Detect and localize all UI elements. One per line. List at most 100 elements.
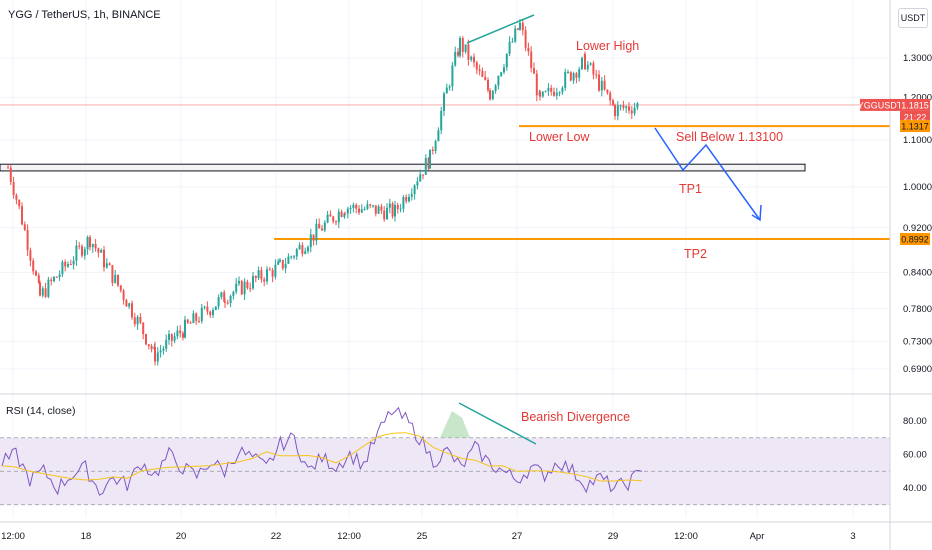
candle-body[interactable] bbox=[598, 74, 600, 91]
candle-body[interactable] bbox=[394, 205, 396, 217]
candle-body[interactable] bbox=[159, 350, 162, 353]
candle-body[interactable] bbox=[422, 174, 424, 176]
candle-body[interactable] bbox=[352, 204, 355, 209]
rsi-pane[interactable] bbox=[0, 402, 890, 506]
candle-body[interactable] bbox=[165, 339, 168, 349]
candle-body[interactable] bbox=[484, 76, 487, 80]
candle-body[interactable] bbox=[315, 223, 318, 241]
candle-body[interactable] bbox=[550, 87, 553, 92]
candle-body[interactable] bbox=[429, 149, 431, 169]
candle-body[interactable] bbox=[145, 334, 147, 345]
candle-body[interactable] bbox=[254, 276, 257, 279]
candle-body[interactable] bbox=[307, 247, 309, 252]
candle-body[interactable] bbox=[355, 204, 358, 209]
candle-body[interactable] bbox=[128, 303, 131, 307]
candle-body[interactable] bbox=[312, 234, 315, 241]
candle-body[interactable] bbox=[564, 71, 567, 88]
candle-body[interactable] bbox=[26, 229, 29, 251]
candle-body[interactable] bbox=[192, 313, 195, 324]
candle-body[interactable] bbox=[416, 181, 419, 186]
candle-body[interactable] bbox=[372, 205, 374, 207]
candle-body[interactable] bbox=[497, 75, 500, 86]
candle-body[interactable] bbox=[612, 100, 614, 106]
candle-body[interactable] bbox=[539, 91, 541, 97]
candlestick-series[interactable] bbox=[7, 18, 639, 366]
candle-body[interactable] bbox=[369, 204, 372, 206]
candle-body[interactable] bbox=[366, 204, 369, 209]
candle-body[interactable] bbox=[547, 87, 550, 92]
candle-body[interactable] bbox=[277, 261, 280, 265]
candle-body[interactable] bbox=[616, 105, 619, 116]
candle-body[interactable] bbox=[162, 348, 165, 351]
candle-body[interactable] bbox=[61, 261, 64, 275]
candle-body[interactable] bbox=[238, 281, 240, 284]
candle-body[interactable] bbox=[487, 79, 489, 91]
candle-body[interactable] bbox=[281, 259, 284, 269]
candle-body[interactable] bbox=[408, 196, 410, 202]
candle-body[interactable] bbox=[12, 181, 15, 196]
candle-body[interactable] bbox=[44, 288, 47, 297]
candle-body[interactable] bbox=[443, 93, 445, 111]
candle-body[interactable] bbox=[614, 105, 616, 116]
candle-body[interactable] bbox=[434, 141, 437, 151]
candle-body[interactable] bbox=[89, 237, 91, 248]
candle-body[interactable] bbox=[243, 281, 246, 295]
candle-body[interactable] bbox=[97, 248, 100, 253]
candle-body[interactable] bbox=[329, 214, 332, 217]
currency-button[interactable]: USDT bbox=[898, 8, 928, 28]
candle-body[interactable] bbox=[337, 211, 340, 223]
candle-body[interactable] bbox=[119, 285, 122, 291]
candle-body[interactable] bbox=[558, 92, 561, 94]
candle-body[interactable] bbox=[217, 297, 220, 307]
candle-body[interactable] bbox=[229, 295, 232, 303]
candle-body[interactable] bbox=[323, 222, 326, 231]
candle-body[interactable] bbox=[91, 244, 94, 248]
candle-body[interactable] bbox=[467, 44, 470, 60]
candle-body[interactable] bbox=[23, 224, 26, 230]
candle-body[interactable] bbox=[606, 89, 609, 93]
candle-body[interactable] bbox=[473, 56, 475, 63]
candle-body[interactable] bbox=[589, 63, 592, 65]
candle-body[interactable] bbox=[131, 303, 133, 318]
candle-body[interactable] bbox=[69, 264, 72, 266]
candle-body[interactable] bbox=[457, 51, 459, 56]
candle-body[interactable] bbox=[584, 53, 586, 70]
candle-body[interactable] bbox=[553, 91, 555, 96]
candle-body[interactable] bbox=[335, 221, 337, 223]
candle-body[interactable] bbox=[524, 30, 527, 48]
candle-body[interactable] bbox=[544, 91, 547, 93]
candle-body[interactable] bbox=[182, 333, 184, 338]
candle-body[interactable] bbox=[340, 211, 343, 217]
candle-body[interactable] bbox=[154, 346, 156, 362]
candle-body[interactable] bbox=[622, 105, 625, 109]
candle-body[interactable] bbox=[125, 299, 128, 307]
candle-body[interactable] bbox=[117, 274, 119, 286]
candle-body[interactable] bbox=[628, 106, 630, 111]
candle-body[interactable] bbox=[122, 290, 125, 300]
candle-body[interactable] bbox=[279, 259, 281, 262]
candle-body[interactable] bbox=[108, 263, 111, 266]
candle-body[interactable] bbox=[7, 167, 9, 169]
candle-body[interactable] bbox=[494, 85, 497, 91]
candle-body[interactable] bbox=[388, 203, 391, 208]
candle-body[interactable] bbox=[567, 71, 569, 73]
candle-body[interactable] bbox=[521, 22, 524, 31]
candle-body[interactable] bbox=[105, 263, 108, 268]
candle-body[interactable] bbox=[189, 322, 192, 324]
candle-body[interactable] bbox=[257, 270, 260, 279]
candle-body[interactable] bbox=[318, 223, 321, 229]
candle-body[interactable] bbox=[293, 256, 295, 258]
candle-body[interactable] bbox=[100, 249, 103, 253]
candle-body[interactable] bbox=[321, 228, 323, 231]
candle-body[interactable] bbox=[86, 237, 89, 250]
candle-body[interactable] bbox=[81, 246, 83, 256]
candle-body[interactable] bbox=[517, 28, 519, 30]
candle-body[interactable] bbox=[111, 265, 114, 283]
candle-body[interactable] bbox=[478, 69, 481, 71]
candle-body[interactable] bbox=[75, 245, 78, 261]
candle-body[interactable] bbox=[440, 110, 443, 131]
candle-body[interactable] bbox=[636, 103, 639, 108]
candle-body[interactable] bbox=[326, 214, 329, 223]
candle-body[interactable] bbox=[200, 307, 203, 322]
candle-body[interactable] bbox=[212, 309, 214, 316]
